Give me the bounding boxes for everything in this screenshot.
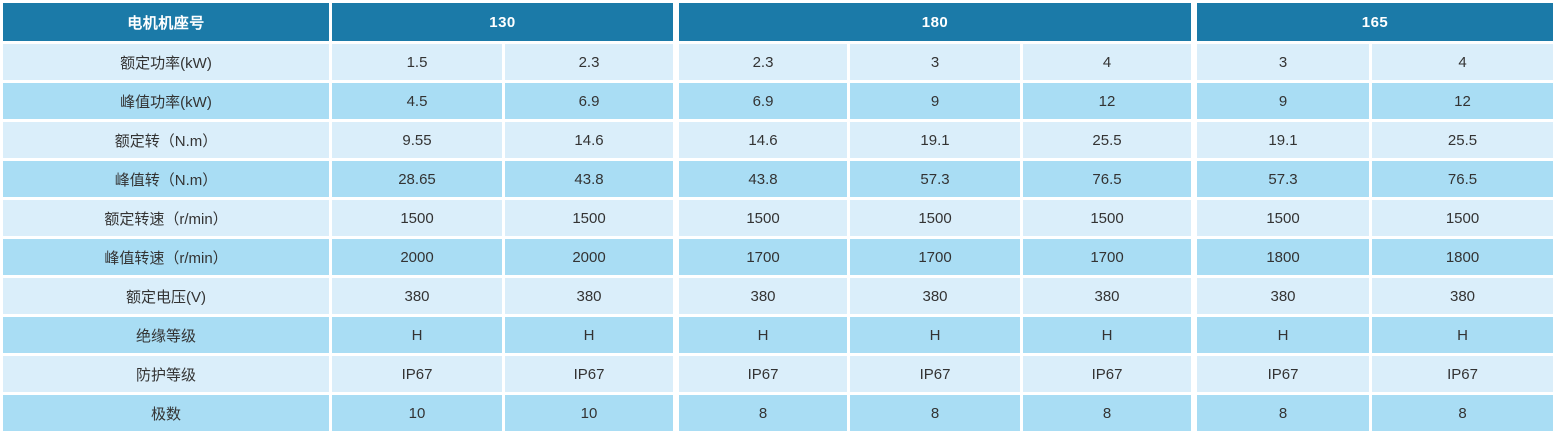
spec-cell: 19.1 [1194, 122, 1369, 158]
spec-cell: IP67 [1372, 356, 1553, 392]
spec-cell: 2.3 [676, 44, 847, 80]
spec-cell: 2000 [505, 239, 673, 275]
spec-cell: 43.8 [505, 161, 673, 197]
spec-cell: 6.9 [505, 83, 673, 119]
spec-cell: IP67 [676, 356, 847, 392]
row-label: 极数 [3, 395, 329, 431]
spec-cell: 9.55 [332, 122, 502, 158]
spec-cell: 2.3 [505, 44, 673, 80]
spec-cell: 380 [850, 278, 1020, 314]
spec-cell: 8 [850, 395, 1020, 431]
spec-cell: 1500 [505, 200, 673, 236]
row-label: 绝缘等级 [3, 317, 329, 353]
spec-cell: 10 [332, 395, 502, 431]
spec-cell: IP67 [1194, 356, 1369, 392]
spec-cell: 57.3 [1194, 161, 1369, 197]
corner-header-motor-frame: 电机机座号 [3, 3, 329, 41]
spec-cell: 4 [1023, 44, 1191, 80]
spec-cell: 380 [676, 278, 847, 314]
spec-cell: 10 [505, 395, 673, 431]
spec-cell: 12 [1023, 83, 1191, 119]
spec-cell: 4 [1372, 44, 1553, 80]
spec-cell: 1700 [1023, 239, 1191, 275]
spec-cell: 1500 [1194, 200, 1369, 236]
spec-cell: 28.65 [332, 161, 502, 197]
row-label: 额定功率(kW) [3, 44, 329, 80]
row-label: 峰值转（N.m） [3, 161, 329, 197]
group-header-130: 130 [332, 3, 673, 41]
spec-cell: 9 [1194, 83, 1369, 119]
spec-cell: 1500 [1023, 200, 1191, 236]
spec-cell: 8 [1194, 395, 1369, 431]
group-header-165: 165 [1194, 3, 1553, 41]
spec-cell: H [332, 317, 502, 353]
spec-cell: 57.3 [850, 161, 1020, 197]
spec-cell: 380 [332, 278, 502, 314]
spec-cell: 25.5 [1023, 122, 1191, 158]
spec-cell: 14.6 [505, 122, 673, 158]
spec-cell: 8 [676, 395, 847, 431]
spec-cell: 76.5 [1372, 161, 1553, 197]
spec-cell: 76.5 [1023, 161, 1191, 197]
spec-cell: 12 [1372, 83, 1553, 119]
spec-cell: IP67 [332, 356, 502, 392]
spec-cell: 1800 [1194, 239, 1369, 275]
spec-cell: 380 [1023, 278, 1191, 314]
spec-cell: H [676, 317, 847, 353]
spec-cell: 1500 [332, 200, 502, 236]
spec-cell: 4.5 [332, 83, 502, 119]
spec-cell: H [1023, 317, 1191, 353]
spec-cell: H [505, 317, 673, 353]
spec-cell: 19.1 [850, 122, 1020, 158]
spec-cell: 43.8 [676, 161, 847, 197]
spec-cell: 1.5 [332, 44, 502, 80]
spec-cell: 6.9 [676, 83, 847, 119]
spec-cell: 380 [505, 278, 673, 314]
spec-cell: 1500 [1372, 200, 1553, 236]
row-label: 额定转速（r/min） [3, 200, 329, 236]
spec-cell: 3 [1194, 44, 1369, 80]
spec-cell: 3 [850, 44, 1020, 80]
spec-cell: 2000 [332, 239, 502, 275]
spec-cell: H [850, 317, 1020, 353]
spec-cell: 1800 [1372, 239, 1553, 275]
spec-cell: IP67 [505, 356, 673, 392]
spec-cell: 8 [1372, 395, 1553, 431]
spec-cell: IP67 [1023, 356, 1191, 392]
spec-cell: 8 [1023, 395, 1191, 431]
spec-cell: 14.6 [676, 122, 847, 158]
spec-cell: 1500 [676, 200, 847, 236]
spec-cell: 380 [1372, 278, 1553, 314]
spec-cell: 380 [1194, 278, 1369, 314]
spec-cell: H [1372, 317, 1553, 353]
spec-cell: 25.5 [1372, 122, 1553, 158]
row-label: 防护等级 [3, 356, 329, 392]
group-header-180: 180 [676, 3, 1191, 41]
spec-cell: 1700 [676, 239, 847, 275]
spec-cell: 1500 [850, 200, 1020, 236]
spec-cell: H [1194, 317, 1369, 353]
row-label: 峰值功率(kW) [3, 83, 329, 119]
row-label: 额定转（N.m） [3, 122, 329, 158]
spec-cell: 1700 [850, 239, 1020, 275]
row-label: 峰值转速（r/min） [3, 239, 329, 275]
row-label: 额定电压(V) [3, 278, 329, 314]
spec-cell: IP67 [850, 356, 1020, 392]
spec-cell: 9 [850, 83, 1020, 119]
